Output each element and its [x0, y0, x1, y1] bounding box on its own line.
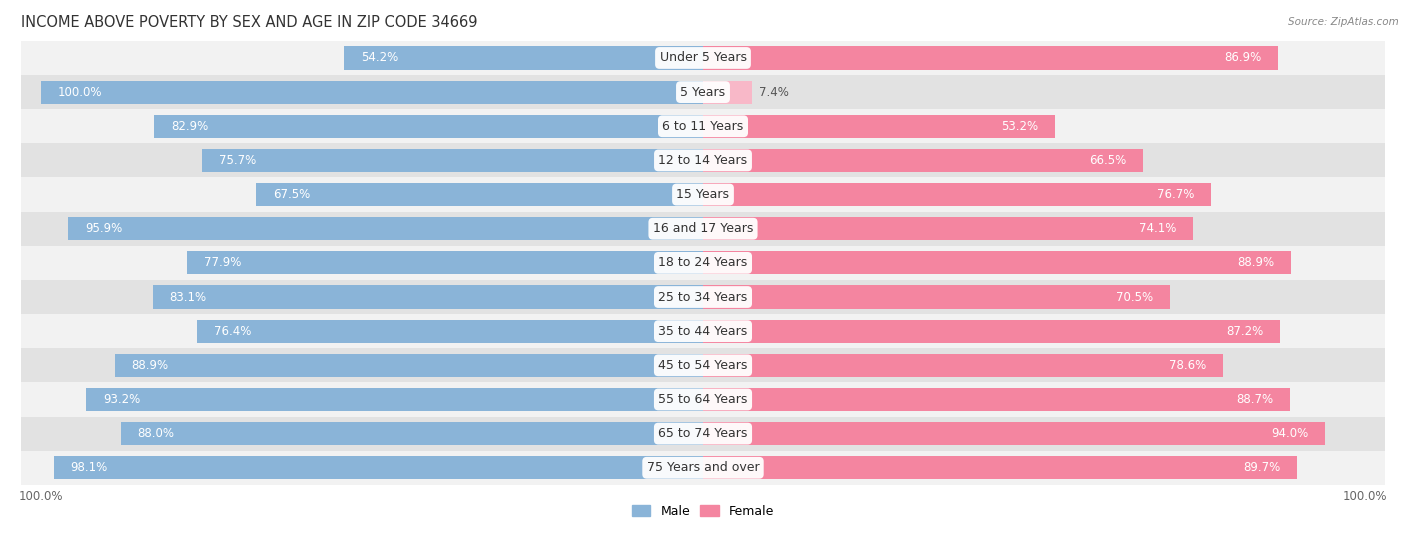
Bar	[53, 456, 703, 480]
Bar	[703, 354, 1223, 377]
Text: 70.5%: 70.5%	[1116, 291, 1153, 304]
Text: 76.4%: 76.4%	[214, 325, 252, 338]
Bar	[187, 251, 703, 274]
Bar	[703, 80, 752, 104]
Text: 88.0%: 88.0%	[138, 427, 174, 440]
Bar	[21, 451, 1385, 485]
Text: 88.9%: 88.9%	[1237, 257, 1275, 269]
Text: 78.6%: 78.6%	[1170, 359, 1206, 372]
Bar	[703, 115, 1054, 138]
Text: 45 to 54 Years: 45 to 54 Years	[658, 359, 748, 372]
Bar	[153, 286, 703, 309]
Bar	[703, 217, 1194, 240]
Text: INCOME ABOVE POVERTY BY SEX AND AGE IN ZIP CODE 34669: INCOME ABOVE POVERTY BY SEX AND AGE IN Z…	[21, 15, 478, 30]
Bar	[256, 183, 703, 206]
Text: 89.7%: 89.7%	[1243, 461, 1279, 474]
Text: Source: ZipAtlas.com: Source: ZipAtlas.com	[1288, 17, 1399, 27]
Text: 83.1%: 83.1%	[170, 291, 207, 304]
Text: 98.1%: 98.1%	[70, 461, 108, 474]
Bar	[86, 388, 703, 411]
Bar	[41, 80, 703, 104]
Text: 35 to 44 Years: 35 to 44 Years	[658, 325, 748, 338]
Legend: Male, Female: Male, Female	[627, 500, 779, 523]
Bar	[21, 41, 1385, 75]
Bar	[115, 354, 703, 377]
Text: 18 to 24 Years: 18 to 24 Years	[658, 257, 748, 269]
Bar	[21, 416, 1385, 451]
Bar	[703, 149, 1143, 172]
Text: 66.5%: 66.5%	[1090, 154, 1126, 167]
Text: 53.2%: 53.2%	[1001, 120, 1039, 133]
Text: 6 to 11 Years: 6 to 11 Years	[662, 120, 744, 133]
Bar	[21, 246, 1385, 280]
Text: 54.2%: 54.2%	[361, 51, 398, 64]
Bar	[703, 320, 1279, 343]
Text: 95.9%: 95.9%	[84, 222, 122, 235]
Text: 100.0%: 100.0%	[58, 86, 103, 98]
Bar	[197, 320, 703, 343]
Text: 77.9%: 77.9%	[204, 257, 242, 269]
Bar	[21, 314, 1385, 348]
Bar	[703, 46, 1278, 69]
Bar	[21, 212, 1385, 246]
Text: 82.9%: 82.9%	[172, 120, 208, 133]
Text: 15 Years: 15 Years	[676, 188, 730, 201]
Bar	[69, 217, 703, 240]
Bar	[21, 143, 1385, 178]
Text: 75.7%: 75.7%	[218, 154, 256, 167]
Text: 55 to 64 Years: 55 to 64 Years	[658, 393, 748, 406]
Text: 67.5%: 67.5%	[273, 188, 311, 201]
Bar	[703, 456, 1296, 480]
Text: 88.7%: 88.7%	[1236, 393, 1274, 406]
Bar	[703, 286, 1170, 309]
Bar	[121, 422, 703, 445]
Text: 7.4%: 7.4%	[759, 86, 789, 98]
Bar	[155, 115, 703, 138]
Text: 65 to 74 Years: 65 to 74 Years	[658, 427, 748, 440]
Text: 5 Years: 5 Years	[681, 86, 725, 98]
Bar	[21, 75, 1385, 109]
Text: 12 to 14 Years: 12 to 14 Years	[658, 154, 748, 167]
Bar	[21, 178, 1385, 212]
Bar	[703, 422, 1324, 445]
Bar	[21, 348, 1385, 382]
Bar	[202, 149, 703, 172]
Text: 76.7%: 76.7%	[1157, 188, 1194, 201]
Text: 86.9%: 86.9%	[1225, 51, 1261, 64]
Text: 93.2%: 93.2%	[103, 393, 141, 406]
Bar	[21, 109, 1385, 143]
Text: 94.0%: 94.0%	[1271, 427, 1309, 440]
Bar	[703, 183, 1211, 206]
Bar	[21, 280, 1385, 314]
Text: 75 Years and over: 75 Years and over	[647, 461, 759, 474]
Bar	[703, 388, 1289, 411]
Text: 87.2%: 87.2%	[1226, 325, 1264, 338]
Text: 25 to 34 Years: 25 to 34 Years	[658, 291, 748, 304]
Bar	[21, 382, 1385, 416]
Text: 88.9%: 88.9%	[131, 359, 169, 372]
Bar	[703, 251, 1291, 274]
Text: 16 and 17 Years: 16 and 17 Years	[652, 222, 754, 235]
Text: Under 5 Years: Under 5 Years	[659, 51, 747, 64]
Bar	[344, 46, 703, 69]
Text: 74.1%: 74.1%	[1139, 222, 1177, 235]
